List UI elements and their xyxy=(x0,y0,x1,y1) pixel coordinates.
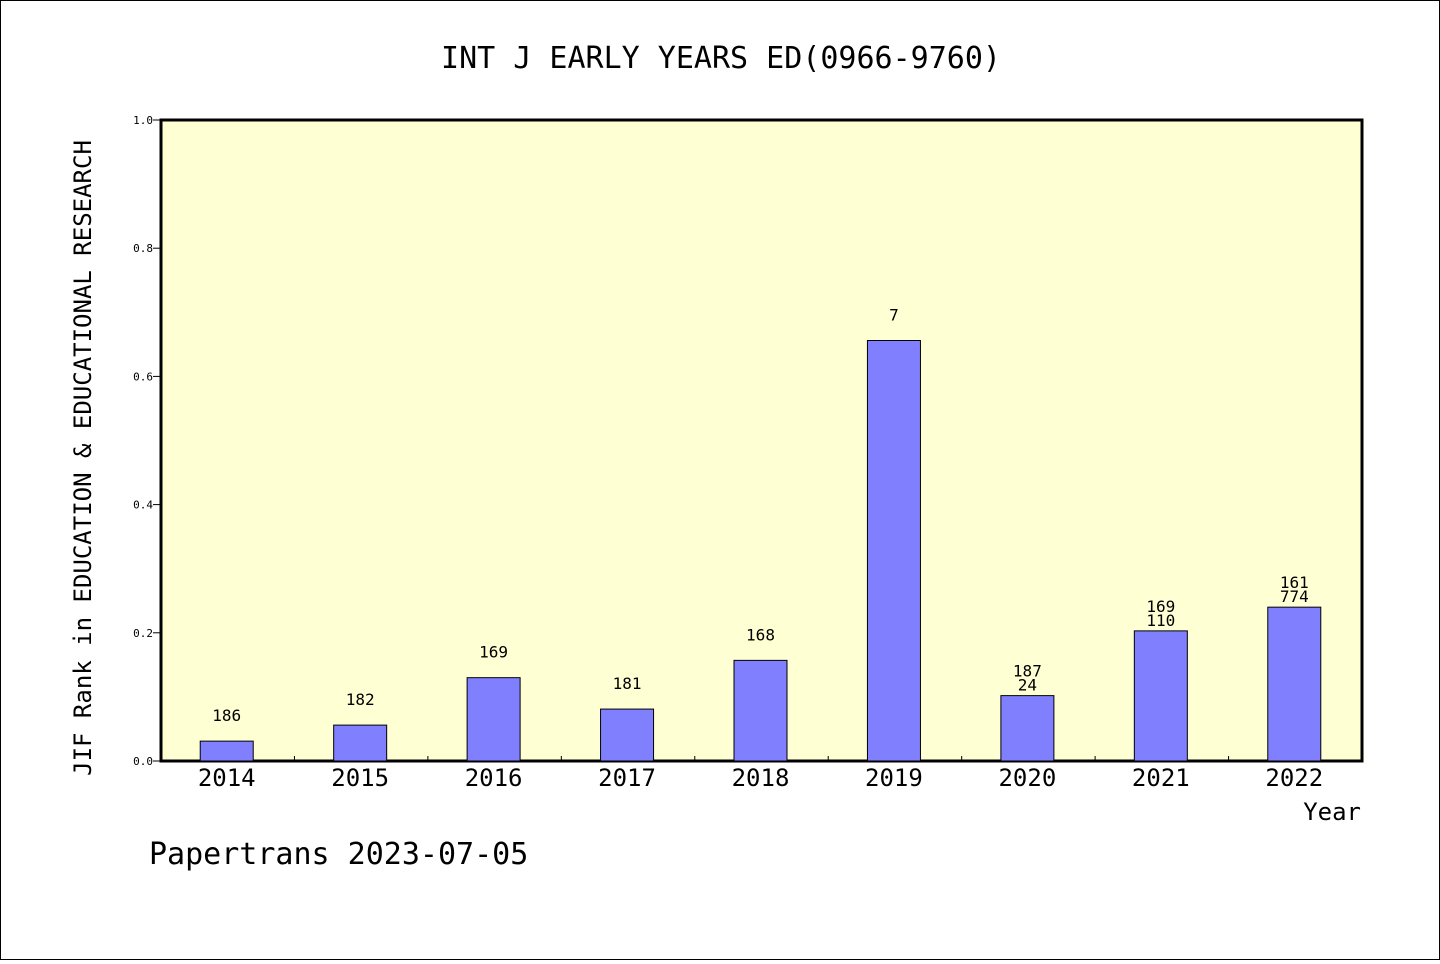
bar-2019 xyxy=(866,340,921,762)
x-tick-label: 2017 xyxy=(598,764,656,792)
x-tick-label: 2021 xyxy=(1132,764,1190,792)
x-tick-label: 2015 xyxy=(331,764,389,792)
bar-data-label: 168 xyxy=(746,625,775,644)
bar-data-label: 24 xyxy=(1018,676,1037,695)
y-tick-label: 0.6 xyxy=(133,370,153,383)
x-tick-label: 2014 xyxy=(198,764,256,792)
bar-2020 xyxy=(1000,695,1055,762)
bars-group xyxy=(199,340,1322,762)
bar-2017 xyxy=(600,708,655,762)
y-axis-label: JIF Rank in EDUCATION & EDUCATIONAL RESE… xyxy=(69,140,97,776)
x-axis: 2014 2015 2016 2017 2018 2019 2020 2021 2022 xyxy=(198,756,1323,792)
bar-data-label: 169 xyxy=(1146,597,1175,616)
bar-data-label: 186 xyxy=(212,706,241,725)
y-tick-label: 0.4 xyxy=(133,499,153,512)
footer-text: Papertrans 2023-07-05 xyxy=(149,837,528,872)
bar-2022 xyxy=(1267,606,1322,762)
bar-2014 xyxy=(199,740,254,762)
chart-title: INT J EARLY YEARS ED(0966-9760) xyxy=(441,41,1001,76)
y-tick-label: 0.0 xyxy=(133,755,153,768)
x-tick-label: 2018 xyxy=(732,764,790,792)
bar-2021 xyxy=(1133,630,1188,762)
x-tick-label: 2022 xyxy=(1265,764,1323,792)
bar-data-label: 169 xyxy=(479,643,508,662)
bar-data-label: 110 xyxy=(1146,611,1175,630)
bar-2015 xyxy=(333,724,388,762)
x-tick-label: 2020 xyxy=(998,764,1056,792)
x-tick-label: 2019 xyxy=(865,764,923,792)
y-tick-label: 0.2 xyxy=(133,627,153,640)
y-tick-label: 1.0 xyxy=(133,114,153,127)
x-tick-label: 2016 xyxy=(465,764,523,792)
y-tick-label: 0.8 xyxy=(133,242,153,255)
bar-data-label: 182 xyxy=(346,690,375,709)
bar-data-label: 7 xyxy=(889,306,899,325)
bar-data-label: 187 xyxy=(1013,662,1042,681)
x-axis-label: Year xyxy=(1303,798,1361,826)
bar-2016 xyxy=(466,677,521,762)
bar-data-label: 161 xyxy=(1280,573,1309,592)
bar-data-label: 181 xyxy=(613,674,642,693)
bar-data-label: 774 xyxy=(1280,587,1309,606)
bar-2018 xyxy=(733,659,788,762)
y-axis: 0.0 0.2 0.4 0.6 0.8 1.0 xyxy=(133,114,161,768)
